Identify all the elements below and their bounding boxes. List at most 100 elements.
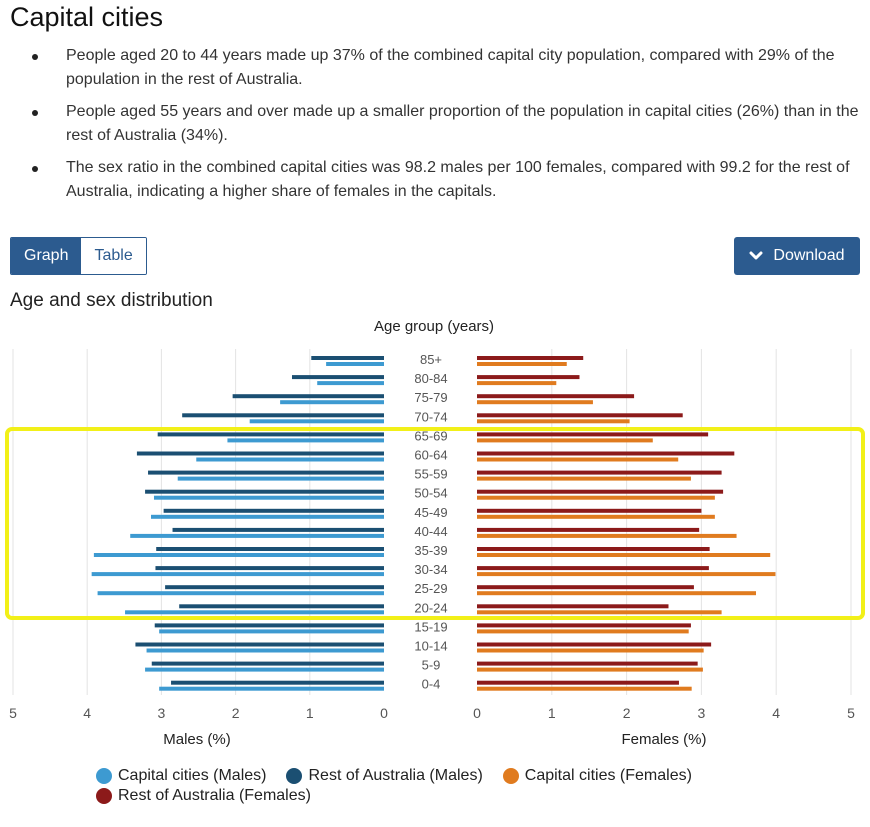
bar-capital-females — [477, 667, 703, 672]
legend-swatch — [96, 768, 112, 784]
category-label: 40-44 — [414, 524, 447, 539]
x-axis-label-females: Females (%) — [621, 731, 706, 748]
legend-item-rest-females[interactable]: Rest of Australia (Females) — [96, 786, 311, 806]
category-label: 20-24 — [414, 600, 447, 615]
bar-rest-males — [148, 470, 384, 475]
bar-rest-females — [477, 566, 709, 571]
bar-capital-males — [125, 610, 385, 615]
category-label: 15-19 — [414, 619, 447, 634]
bar-capital-males — [159, 686, 384, 691]
bar-rest-males — [155, 566, 384, 571]
chart-gridlines — [12, 349, 852, 695]
bar-capital-females — [477, 381, 557, 386]
bar-capital-males — [130, 533, 384, 538]
x-tick-label-right: 1 — [548, 705, 556, 721]
bar-capital-females — [477, 533, 737, 538]
bar-rest-females — [477, 413, 683, 418]
bar-rest-males — [156, 547, 384, 551]
bar-capital-males — [151, 514, 384, 519]
bar-capital-males — [326, 362, 384, 366]
bar-capital-males — [145, 667, 384, 672]
bar-rest-females — [477, 432, 709, 437]
page-title: Capital cities — [10, 2, 164, 32]
category-axis-title: Age group (years) — [374, 318, 494, 335]
download-label: Download — [773, 247, 845, 264]
category-label: 30-34 — [414, 562, 447, 577]
bar-rest-females — [477, 451, 735, 456]
bar-capital-males — [91, 572, 384, 577]
legend-swatch — [96, 788, 112, 804]
summary-bullet: People aged 20 to 44 years made up 37% o… — [0, 44, 870, 92]
category-label: 45-49 — [414, 505, 447, 520]
bar-capital-females — [477, 438, 653, 443]
legend-item-rest-males[interactable]: Rest of Australia (Males) — [286, 766, 483, 786]
bar-rest-females — [477, 604, 669, 609]
x-tick-label-left: 2 — [232, 705, 240, 721]
category-label: 75-79 — [414, 390, 447, 405]
bar-rest-females — [477, 527, 700, 532]
bar-rest-males — [172, 527, 384, 532]
bar-capital-females — [477, 419, 630, 424]
bar-capital-females — [477, 362, 567, 366]
tab-table[interactable]: Table — [81, 238, 146, 274]
x-tick-label-right: 3 — [698, 705, 706, 721]
legend-swatch — [502, 768, 519, 784]
view-toggle: Graph Table — [10, 237, 147, 275]
bar-capital-males — [159, 629, 384, 634]
category-label: 10-14 — [414, 639, 447, 654]
bar-capital-females — [477, 457, 679, 462]
bar-rest-females — [477, 489, 724, 494]
category-label: 85+ — [420, 352, 442, 367]
bar-capital-males — [280, 400, 384, 405]
x-axis-label-males: Males (%) — [163, 731, 231, 748]
bar-capital-females — [477, 629, 689, 634]
category-label: 70-74 — [414, 409, 447, 424]
bar-capital-males — [249, 419, 384, 424]
bar-capital-males — [153, 495, 384, 500]
category-label: 25-29 — [414, 581, 447, 596]
bar-rest-females — [477, 375, 580, 380]
bar-rest-males — [179, 604, 384, 609]
bar-rest-females — [477, 585, 694, 590]
bar-rest-females — [477, 356, 584, 360]
summary-bullet: The sex ratio in the combined capital ci… — [0, 156, 870, 204]
bar-capital-males — [317, 381, 384, 386]
bar-rest-males — [182, 413, 384, 418]
x-tick-label-left: 3 — [158, 705, 166, 721]
legend-label: Capital cities (Males) — [118, 767, 267, 784]
bar-rest-females — [477, 623, 691, 628]
bar-rest-males — [171, 680, 384, 685]
category-label: 55-59 — [414, 467, 447, 482]
chart-bars — [91, 356, 776, 691]
chart-legend: Capital cities (Males) Rest of Australia… — [96, 766, 796, 806]
bar-capital-males — [177, 476, 384, 481]
category-label: 65-69 — [414, 428, 447, 443]
category-label: 5-9 — [422, 658, 441, 673]
chevron-down-icon — [749, 251, 763, 260]
bar-rest-males — [163, 508, 384, 513]
bar-rest-males — [291, 375, 384, 380]
bar-capital-females — [477, 514, 715, 519]
bar-rest-males — [136, 451, 384, 456]
tab-graph[interactable]: Graph — [11, 238, 82, 274]
chart-labels: 0 1 2 3 4 5 0 1 2 3 4 5 Males (%) Females (%) Age grou… — [9, 318, 855, 748]
legend-item-capital-females[interactable]: Capital cities (Females) — [502, 766, 692, 786]
bar-rest-females — [477, 642, 712, 647]
legend-swatch — [286, 768, 303, 784]
bar-capital-males — [227, 438, 384, 443]
bar-capital-males — [93, 553, 385, 557]
x-tick-label-right: 5 — [847, 705, 855, 721]
legend-item-capital-males[interactable]: Capital cities (Males) — [96, 766, 266, 786]
bar-rest-females — [477, 547, 710, 551]
x-tick-label-left: 1 — [306, 705, 314, 721]
chart-title: Age and sex distribution — [10, 290, 213, 311]
bar-rest-males — [311, 356, 384, 360]
bar-capital-females — [477, 572, 776, 577]
bar-rest-females — [477, 394, 635, 399]
summary-bullet: People aged 55 years and over made up a … — [0, 100, 870, 148]
download-button[interactable]: Download — [734, 237, 860, 275]
bar-capital-females — [477, 553, 771, 557]
bar-rest-males — [165, 585, 384, 590]
bar-capital-males — [146, 648, 384, 653]
